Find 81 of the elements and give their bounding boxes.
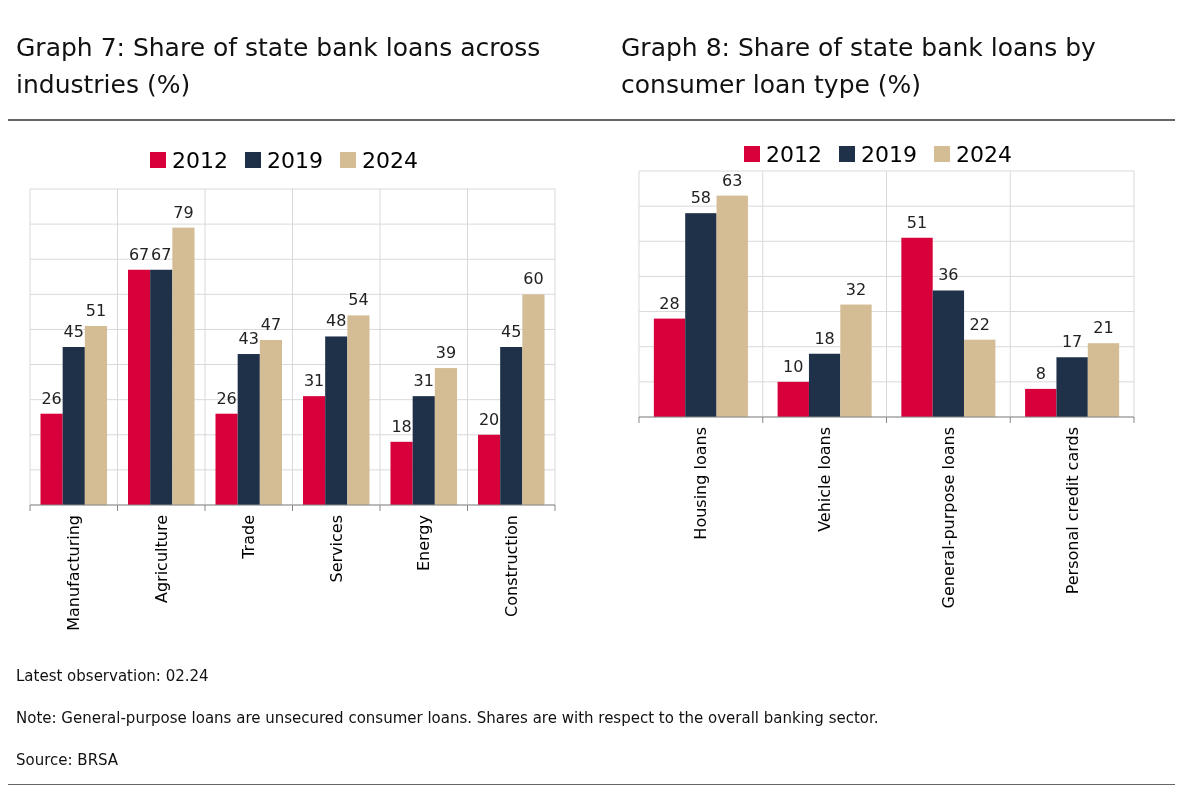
legend-label: 2012 bbox=[766, 141, 822, 167]
bar bbox=[840, 304, 872, 417]
data-label: 45 bbox=[501, 322, 522, 341]
data-label: 43 bbox=[238, 329, 259, 349]
bar bbox=[347, 315, 370, 505]
data-label: 18 bbox=[814, 328, 835, 348]
data-label: 67 bbox=[151, 244, 172, 264]
data-label: 26 bbox=[41, 388, 62, 408]
bar bbox=[237, 354, 260, 505]
bar bbox=[84, 325, 107, 505]
bar bbox=[932, 290, 965, 417]
x-tick-label: Services bbox=[326, 515, 346, 583]
data-label: 8 bbox=[1035, 363, 1046, 383]
bar bbox=[412, 396, 435, 505]
legend-label: 2019 bbox=[267, 147, 323, 173]
data-label: 67 bbox=[128, 244, 150, 264]
bar bbox=[653, 318, 686, 417]
bar bbox=[964, 339, 996, 417]
data-label: 48 bbox=[326, 311, 347, 331]
bar bbox=[62, 347, 85, 505]
data-label: 31 bbox=[303, 371, 325, 391]
bar bbox=[172, 227, 195, 505]
bar bbox=[150, 269, 173, 505]
x-tick-label: General-purpose loans bbox=[938, 427, 958, 609]
x-tick-label: Trade bbox=[239, 515, 259, 560]
data-label: 60 bbox=[523, 269, 544, 289]
data-label: 45 bbox=[63, 322, 84, 341]
bar bbox=[390, 441, 413, 505]
data-label: 51 bbox=[85, 300, 107, 320]
legend-label: 2024 bbox=[956, 141, 1012, 167]
data-label: 51 bbox=[906, 212, 928, 232]
bar bbox=[1025, 388, 1057, 417]
bar bbox=[303, 396, 326, 505]
bar bbox=[500, 347, 523, 505]
data-label: 18 bbox=[391, 416, 412, 436]
bar bbox=[215, 413, 238, 505]
bar bbox=[325, 336, 348, 505]
data-label: 22 bbox=[969, 314, 990, 334]
x-tick-label: Personal credit cards bbox=[1062, 427, 1082, 595]
data-label: 54 bbox=[348, 290, 369, 310]
bar bbox=[478, 434, 501, 505]
bar bbox=[40, 413, 63, 505]
data-label: 26 bbox=[216, 388, 237, 408]
x-tick-label: Vehicle loans bbox=[815, 427, 835, 532]
bar bbox=[716, 195, 748, 417]
data-label: 21 bbox=[1093, 318, 1114, 338]
bar bbox=[128, 269, 151, 505]
x-tick-label: Construction bbox=[501, 515, 521, 617]
bar bbox=[808, 353, 841, 417]
legend-label: 2019 bbox=[861, 141, 917, 167]
data-label: 79 bbox=[173, 202, 194, 222]
x-tick-label: Manufacturing bbox=[64, 515, 84, 631]
legend-label: 2024 bbox=[362, 147, 418, 173]
x-tick-label: Energy bbox=[414, 515, 434, 572]
bar bbox=[901, 237, 933, 417]
x-tick-label: Agriculture bbox=[151, 515, 171, 603]
bar bbox=[522, 294, 545, 505]
data-label: 20 bbox=[478, 409, 500, 429]
data-label: 39 bbox=[435, 343, 457, 363]
x-tick-label: Housing loans bbox=[691, 427, 711, 540]
chart-title: Graph 7: Share of state bank loans across industries (%) bbox=[16, 33, 541, 99]
data-label: 17 bbox=[1061, 332, 1083, 352]
data-label: 47 bbox=[260, 314, 282, 334]
bar bbox=[1056, 357, 1088, 417]
data-label: 36 bbox=[938, 265, 959, 285]
data-label: 32 bbox=[845, 279, 867, 299]
bar bbox=[1087, 343, 1120, 417]
bar bbox=[777, 381, 809, 417]
data-label: 63 bbox=[722, 170, 743, 190]
text: Note: General-purpose loans are unsecured consumer loans. Shares are with respect to the overall banking sector. bbox=[16, 709, 879, 727]
bar bbox=[259, 339, 282, 505]
bar bbox=[434, 368, 457, 505]
chart-title: Graph 8: Share of state bank loans by consumer loan type (%) bbox=[621, 33, 1097, 99]
data-label: 31 bbox=[413, 371, 434, 391]
bar bbox=[685, 213, 717, 417]
legend-label: 2012 bbox=[172, 147, 228, 173]
data-label: 58 bbox=[690, 188, 712, 208]
source-note: Source: BRSA bbox=[16, 751, 119, 769]
data-label: 10 bbox=[783, 356, 804, 376]
data-label: 28 bbox=[659, 293, 680, 313]
text: Latest observation: 02.24 bbox=[16, 667, 209, 685]
